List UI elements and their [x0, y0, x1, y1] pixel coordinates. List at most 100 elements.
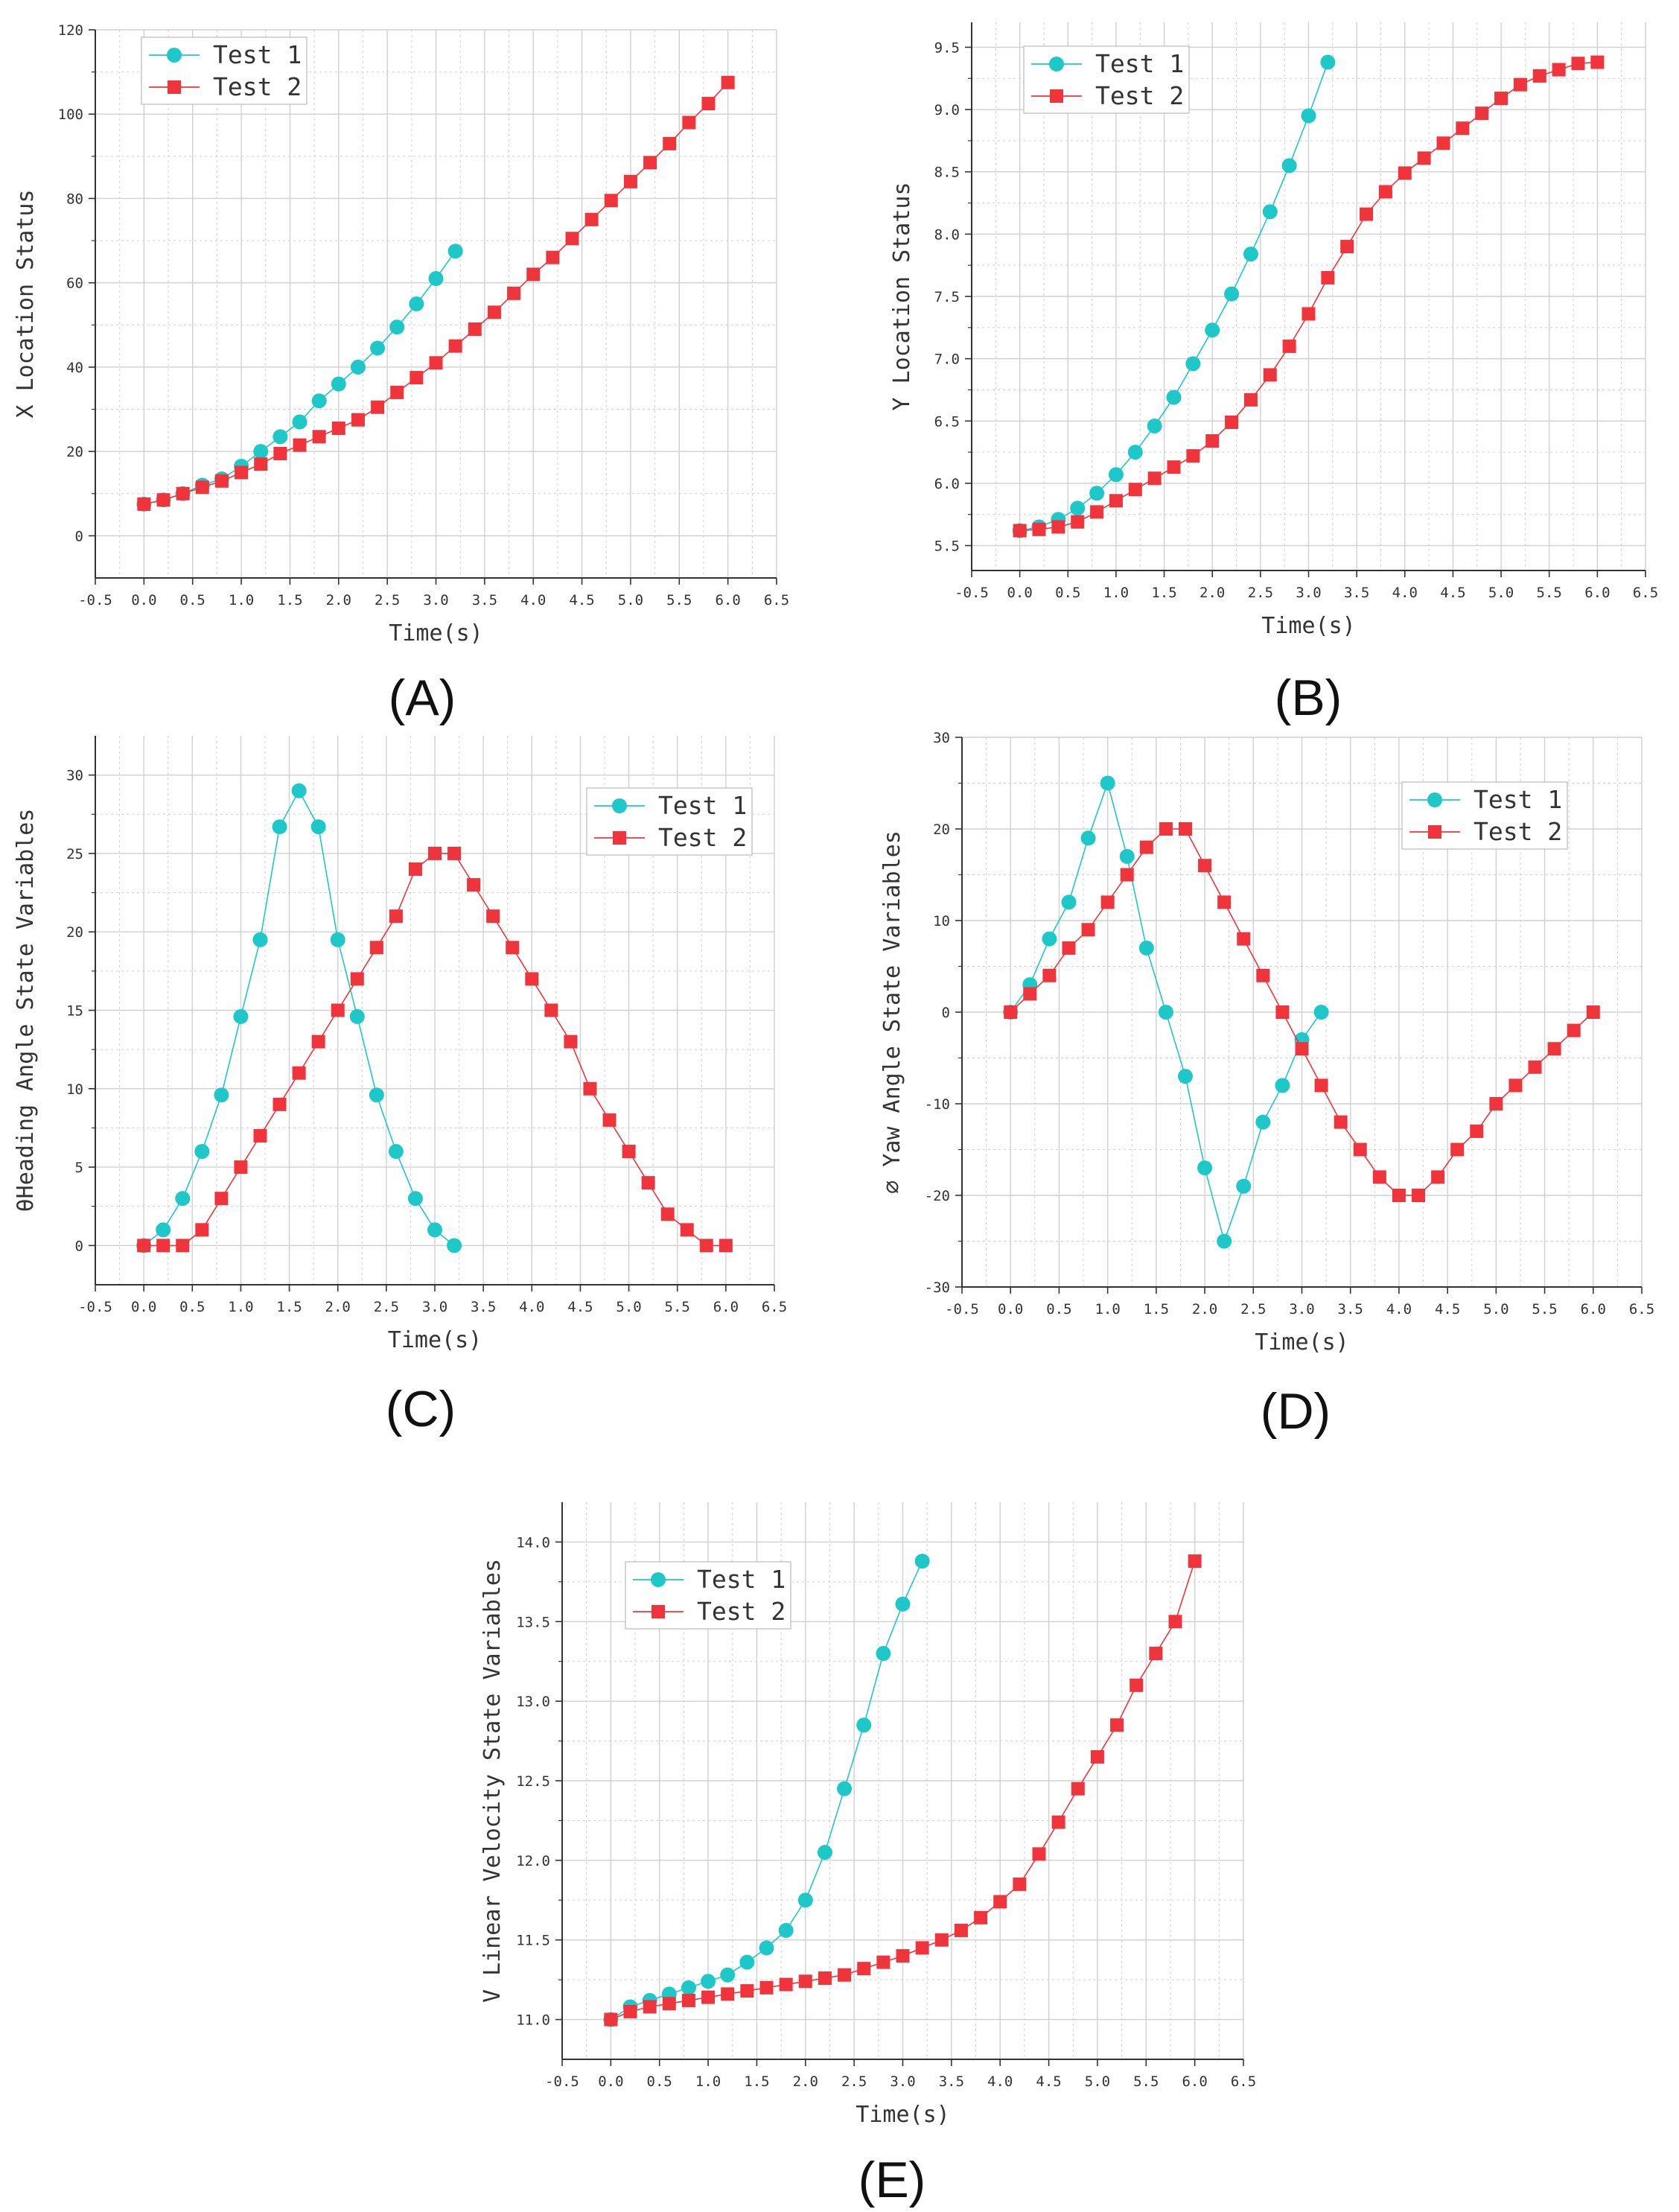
data-point — [1051, 1815, 1065, 1829]
data-point — [1013, 1877, 1027, 1891]
panel-label: (B) — [1275, 670, 1342, 726]
data-point — [369, 1087, 384, 1103]
data-point — [349, 1008, 365, 1024]
data-point — [1321, 270, 1335, 285]
y-tick-label: 9.0 — [934, 102, 960, 118]
data-point — [447, 1238, 462, 1253]
x-tick-label: 0.5 — [1046, 1301, 1071, 1318]
data-point — [1475, 107, 1489, 121]
legend-marker — [612, 798, 627, 813]
data-point — [1205, 434, 1220, 448]
legend: Test 1 Test 2 — [625, 1561, 791, 1630]
data-point — [369, 941, 383, 955]
panel-a: -0.5 0.0 0.5 1.0 1.5 2.0 2.5 3.0 3.5 4.0 4.5 5.0 5.5… — [13, 22, 789, 726]
data-point — [1023, 987, 1037, 1001]
data-point — [1205, 322, 1220, 338]
x-tick-label: -0.5 — [945, 1301, 979, 1318]
data-point — [310, 819, 326, 835]
data-point — [214, 1087, 229, 1103]
series-2 — [137, 846, 733, 1253]
data-point — [701, 1974, 716, 1989]
y-tick-label: 20 — [66, 924, 83, 941]
y-tick-label: 11.5 — [516, 1933, 550, 1949]
legend: Test 1 Test 2 — [586, 787, 753, 856]
x-tick-label: 6.5 — [1231, 2073, 1256, 2090]
x-tick-label: 5.5 — [665, 1299, 690, 1315]
data-point — [583, 1081, 597, 1096]
y-tick-label: 20 — [933, 821, 950, 838]
data-point — [1353, 1142, 1367, 1157]
data-point — [1197, 1160, 1213, 1176]
data-point — [176, 486, 190, 500]
y-tick-label: 0 — [75, 1238, 83, 1254]
data-point — [663, 136, 677, 150]
data-point — [1061, 894, 1077, 910]
x-tick-label: 2.0 — [326, 592, 351, 608]
data-point — [486, 909, 500, 924]
y-tick-label: 120 — [58, 22, 83, 39]
data-point — [1552, 63, 1566, 77]
data-point — [1166, 390, 1182, 405]
x-tick-label: 1.5 — [1151, 585, 1176, 601]
data-point — [1004, 1005, 1018, 1019]
data-point — [1120, 868, 1134, 882]
x-tick-label: 5.5 — [1532, 1301, 1557, 1318]
y-axis-title: V Linear Velocity State Variables — [480, 1559, 506, 2003]
data-point — [1281, 158, 1297, 174]
legend-label: Test 2 — [1095, 81, 1184, 110]
x-tick-label: 2.5 — [1248, 585, 1273, 601]
series-2 — [1013, 55, 1605, 538]
data-point — [584, 212, 599, 226]
data-point — [176, 1239, 190, 1253]
data-point — [1532, 69, 1546, 83]
data-point — [429, 356, 443, 370]
data-point — [1302, 307, 1316, 321]
data-point — [643, 156, 657, 170]
data-point — [602, 1113, 617, 1127]
x-tick-label: 5.5 — [666, 592, 692, 608]
x-tick-label: 1.5 — [277, 592, 302, 608]
legend-label: Test 2 — [658, 823, 747, 852]
data-point — [837, 1781, 853, 1796]
x-axis-title: Time(s) — [856, 2102, 949, 2128]
data-point — [720, 1967, 736, 1983]
legend-marker — [1427, 792, 1442, 807]
data-point — [993, 1895, 1007, 1909]
y-tick-label: 13.5 — [516, 1614, 550, 1630]
x-tick-label: 0.5 — [179, 1299, 205, 1315]
data-point — [934, 1933, 949, 1947]
data-point — [1177, 1069, 1193, 1084]
data-point — [254, 457, 268, 471]
data-point — [409, 296, 424, 311]
data-point — [1436, 136, 1450, 150]
y-tick-label: -10 — [925, 1096, 950, 1113]
data-point — [1217, 1233, 1232, 1249]
legend-label: Test 2 — [1473, 817, 1562, 846]
x-tick-label: 6.0 — [715, 592, 740, 608]
x-tick-label: 6.0 — [1581, 1301, 1606, 1318]
data-point — [759, 1940, 774, 1956]
data-point — [1186, 449, 1200, 463]
data-point — [818, 1971, 832, 1986]
legend-label: Test 1 — [697, 1565, 786, 1594]
data-point — [719, 1239, 733, 1253]
panel-label: (D) — [1261, 1383, 1331, 1440]
x-tick-label: 6.5 — [1629, 1301, 1654, 1318]
x-tick-label: -0.5 — [78, 1299, 112, 1315]
legend-marker — [1050, 89, 1063, 103]
data-point — [1158, 1005, 1173, 1020]
data-point — [311, 393, 327, 409]
data-point — [1198, 859, 1212, 873]
x-tick-label: 1.5 — [744, 2073, 769, 2090]
y-tick-label: 11.0 — [516, 2012, 550, 2029]
data-point — [1528, 1060, 1542, 1074]
x-tick-label: 6.5 — [764, 592, 789, 608]
data-point — [331, 1003, 345, 1017]
data-point — [895, 1596, 911, 1612]
y-tick-label: 25 — [66, 846, 83, 862]
series-1 — [1012, 54, 1336, 538]
legend-marker — [1049, 57, 1064, 71]
x-tick-label: 1.0 — [228, 1299, 253, 1315]
x-tick-label: 4.0 — [1386, 1301, 1412, 1318]
data-point — [740, 1984, 754, 1998]
